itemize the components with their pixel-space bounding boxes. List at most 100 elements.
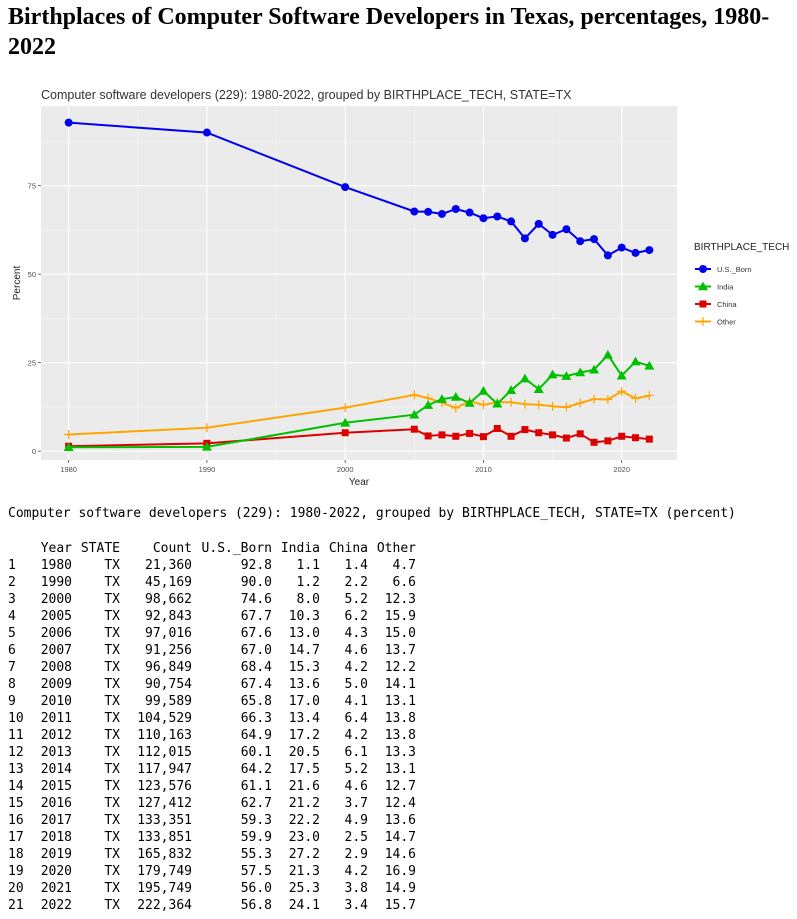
cell-india: 22.2 <box>288 813 320 828</box>
cell-india: 8.0 <box>296 592 320 607</box>
cell-india: 21.3 <box>288 864 320 879</box>
cell-year: 2014 <box>40 762 72 777</box>
data-point-other <box>561 402 571 412</box>
data-point-other <box>617 386 627 396</box>
cell-state: TX <box>104 864 120 879</box>
cell-china: 4.6 <box>344 779 368 794</box>
cell-china: 6.2 <box>344 609 368 624</box>
cell-china: 2.9 <box>344 847 368 862</box>
cell-year: 1990 <box>40 575 72 590</box>
cell-us-born: 60.1 <box>240 745 272 760</box>
table-row: 14 2015 TX 123,576 61.1 21.6 4.6 12.7 <box>8 778 416 795</box>
table-row: 5 2006 TX 97,016 67.6 13.0 4.3 15.0 <box>8 625 416 642</box>
cell-china: 5.2 <box>344 762 368 777</box>
column-header-year: Year <box>40 541 72 556</box>
data-point-china <box>521 426 529 434</box>
data-point-india <box>561 371 572 380</box>
data-point-india <box>436 394 447 403</box>
cell-india: 20.5 <box>288 745 320 760</box>
cell-count: 133,351 <box>137 813 192 828</box>
cell-state: TX <box>104 881 120 896</box>
cell-china: 4.2 <box>344 728 368 743</box>
cell-china: 2.2 <box>344 575 368 590</box>
y-tick-label: 0 <box>32 447 36 456</box>
row-number: 17 <box>8 830 24 845</box>
column-header-state: STATE <box>80 541 120 556</box>
cell-count: 92,843 <box>145 609 192 624</box>
cell-us-born: 92.8 <box>240 558 272 573</box>
cell-other: 13.1 <box>384 762 416 777</box>
cell-state: TX <box>104 796 120 811</box>
cell-us-born: 59.9 <box>240 830 272 845</box>
cell-other: 14.7 <box>384 830 416 845</box>
data-point-china <box>590 438 598 446</box>
data-point-india <box>519 373 530 383</box>
cell-count: 99,589 <box>145 694 192 709</box>
cell-us-born: 59.3 <box>240 813 272 828</box>
column-header-us-born: U.S._Born <box>201 541 272 556</box>
data-point-india <box>547 369 558 379</box>
cell-india: 1.2 <box>296 575 320 590</box>
cell-other: 13.1 <box>384 694 416 709</box>
data-point-china <box>438 431 446 439</box>
cell-india: 21.2 <box>288 796 320 811</box>
cell-state: TX <box>104 609 120 624</box>
cell-year: 2012 <box>40 728 72 743</box>
data-point-china <box>479 433 487 441</box>
cell-count: 165,832 <box>137 847 192 862</box>
cell-year: 2015 <box>40 779 72 794</box>
cell-india: 15.3 <box>288 660 320 675</box>
row-number: 3 <box>8 592 16 607</box>
data-point-u-s-born <box>465 208 474 217</box>
row-number: 11 <box>8 728 24 743</box>
table-row: 17 2018 TX 133,851 59.9 23.0 2.5 14.7 <box>8 829 416 846</box>
cell-count: 91,256 <box>145 643 192 658</box>
row-number: 21 <box>8 898 24 913</box>
table-row: 8 2009 TX 90,754 67.4 13.6 5.0 14.1 <box>8 676 416 693</box>
data-point-u-s-born <box>451 205 460 214</box>
data-point-u-s-born <box>576 237 585 246</box>
data-point-china <box>507 432 515 440</box>
data-point-u-s-born <box>520 234 529 243</box>
cell-year: 2011 <box>40 711 72 726</box>
x-tick-label: 2020 <box>613 465 630 474</box>
cell-other: 14.1 <box>384 677 416 692</box>
data-point-u-s-born <box>493 212 502 221</box>
row-number: 2 <box>8 575 16 590</box>
table-row: 4 2005 TX 92,843 67.7 10.3 6.2 15.9 <box>8 608 416 625</box>
data-point-u-s-born <box>424 207 433 216</box>
column-header-india: India <box>280 541 320 556</box>
cell-other: 15.9 <box>384 609 416 624</box>
cell-china: 4.2 <box>344 660 368 675</box>
cell-us-born: 55.3 <box>240 847 272 862</box>
table-row: 16 2017 TX 133,351 59.3 22.2 4.9 13.6 <box>8 812 416 829</box>
cell-other: 6.6 <box>392 575 416 590</box>
cell-india: 17.5 <box>288 762 320 777</box>
table-row: 7 2008 TX 96,849 68.4 15.3 4.2 12.2 <box>8 659 416 676</box>
data-point-other <box>644 391 654 401</box>
cell-count: 133,851 <box>137 830 192 845</box>
line-chart: Computer software developers (229): 1980… <box>12 88 789 488</box>
data-point-other <box>589 394 599 404</box>
cell-count: 97,016 <box>145 626 192 641</box>
data-point-other <box>478 400 488 410</box>
data-point-u-s-born <box>603 251 612 260</box>
table-row: 9 2010 TX 99,589 65.8 17.0 4.1 13.1 <box>8 693 416 710</box>
cell-state: TX <box>104 830 120 845</box>
cell-us-born: 61.1 <box>240 779 272 794</box>
cell-us-born: 67.0 <box>240 643 272 658</box>
row-number: 5 <box>8 626 16 641</box>
data-point-u-s-born <box>617 243 626 252</box>
data-point-india <box>575 367 586 377</box>
cell-year: 1980 <box>40 558 72 573</box>
cell-india: 23.0 <box>288 830 320 845</box>
cell-other: 14.9 <box>384 881 416 896</box>
data-point-china <box>424 432 432 440</box>
row-number: 16 <box>8 813 24 828</box>
cell-year: 2010 <box>40 694 72 709</box>
legend-key-marker <box>699 300 707 308</box>
cell-india: 14.7 <box>288 643 320 658</box>
data-point-india <box>616 370 627 380</box>
table-row: 15 2016 TX 127,412 62.7 21.2 3.7 12.4 <box>8 795 416 812</box>
cell-us-born: 57.5 <box>240 864 272 879</box>
